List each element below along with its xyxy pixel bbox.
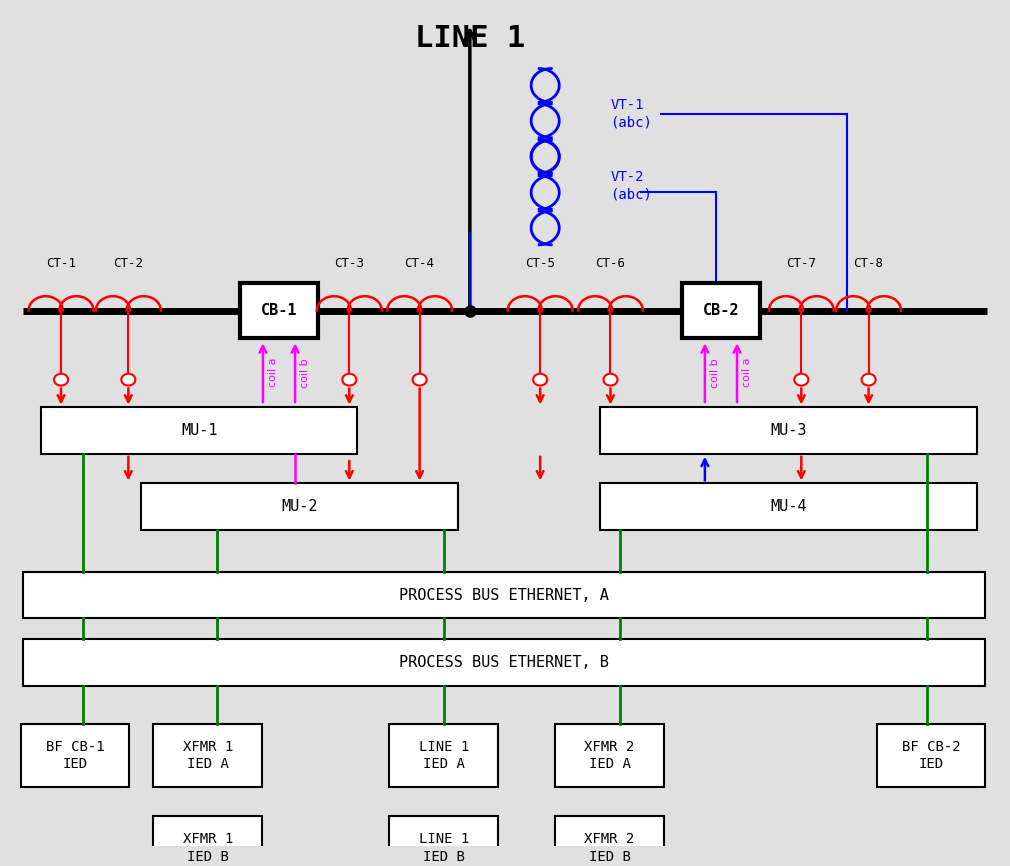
Bar — [600, 483, 977, 530]
Circle shape — [794, 374, 808, 385]
Text: VT-2
(abc): VT-2 (abc) — [610, 170, 652, 202]
Bar — [23, 572, 985, 618]
Bar — [239, 283, 318, 338]
Text: BF CB-1
IED: BF CB-1 IED — [45, 740, 104, 771]
Circle shape — [121, 374, 135, 385]
Circle shape — [862, 374, 876, 385]
Bar — [556, 817, 664, 866]
Text: CT-6: CT-6 — [596, 257, 625, 270]
Bar — [21, 724, 129, 787]
Text: BF CB-2
IED: BF CB-2 IED — [902, 740, 961, 771]
Text: coil a: coil a — [268, 358, 278, 387]
Bar — [154, 817, 262, 866]
Bar — [154, 724, 262, 787]
Text: XFMR 1
IED A: XFMR 1 IED A — [183, 740, 233, 771]
Bar — [390, 724, 498, 787]
Bar — [390, 817, 498, 866]
Text: coil a: coil a — [742, 358, 752, 387]
Text: MU-1: MU-1 — [181, 423, 217, 438]
Bar — [877, 724, 985, 787]
Bar — [556, 724, 664, 787]
Circle shape — [603, 374, 617, 385]
Bar — [41, 408, 358, 454]
Text: CT-5: CT-5 — [525, 257, 556, 270]
Circle shape — [54, 374, 68, 385]
Text: PROCESS BUS ETHERNET, B: PROCESS BUS ETHERNET, B — [399, 655, 609, 670]
Text: CT-3: CT-3 — [334, 257, 365, 270]
Text: CT-1: CT-1 — [46, 257, 76, 270]
Text: CT-8: CT-8 — [853, 257, 884, 270]
Text: coil b: coil b — [710, 358, 720, 387]
Circle shape — [342, 374, 357, 385]
Text: XFMR 1
IED B: XFMR 1 IED B — [183, 832, 233, 863]
Text: VT-1
(abc): VT-1 (abc) — [610, 99, 652, 130]
Text: LINE 1
IED A: LINE 1 IED A — [418, 740, 469, 771]
Text: coil b: coil b — [300, 358, 310, 387]
Text: XFMR 2
IED B: XFMR 2 IED B — [585, 832, 634, 863]
Circle shape — [533, 374, 547, 385]
Text: CT-7: CT-7 — [787, 257, 816, 270]
Bar — [141, 483, 458, 530]
Text: CB-1: CB-1 — [261, 303, 297, 318]
Text: CB-2: CB-2 — [703, 303, 739, 318]
Bar — [682, 283, 761, 338]
Text: MU-4: MU-4 — [771, 499, 807, 514]
Text: CT-4: CT-4 — [405, 257, 434, 270]
Text: LINE 1
IED B: LINE 1 IED B — [418, 832, 469, 863]
Text: MU-2: MU-2 — [282, 499, 318, 514]
Text: XFMR 2
IED A: XFMR 2 IED A — [585, 740, 634, 771]
Circle shape — [413, 374, 426, 385]
Bar — [23, 639, 985, 686]
Bar — [600, 408, 977, 454]
Text: LINE 1: LINE 1 — [415, 24, 525, 53]
Text: PROCESS BUS ETHERNET, A: PROCESS BUS ETHERNET, A — [399, 587, 609, 603]
Text: CT-2: CT-2 — [113, 257, 143, 270]
Text: MU-3: MU-3 — [771, 423, 807, 438]
